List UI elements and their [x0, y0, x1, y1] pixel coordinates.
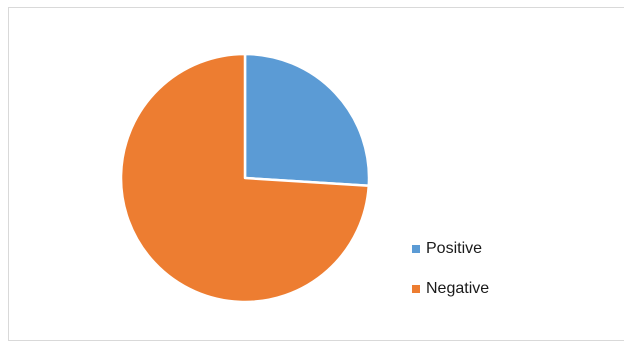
legend-label-negative: Negative: [426, 280, 490, 297]
pie-slice-negative: [119, 52, 371, 304]
legend-item-positive: Positive: [412, 238, 489, 260]
legend-label-positive: Positive: [426, 240, 483, 257]
legend-swatch-negative: [412, 285, 420, 293]
pie-slices: [119, 52, 371, 304]
legend-swatch-positive: [412, 245, 420, 253]
legend-item-negative: Negative: [412, 278, 489, 300]
legend: Positive Negative: [412, 238, 489, 318]
pie-slice-positive: [243, 52, 371, 188]
